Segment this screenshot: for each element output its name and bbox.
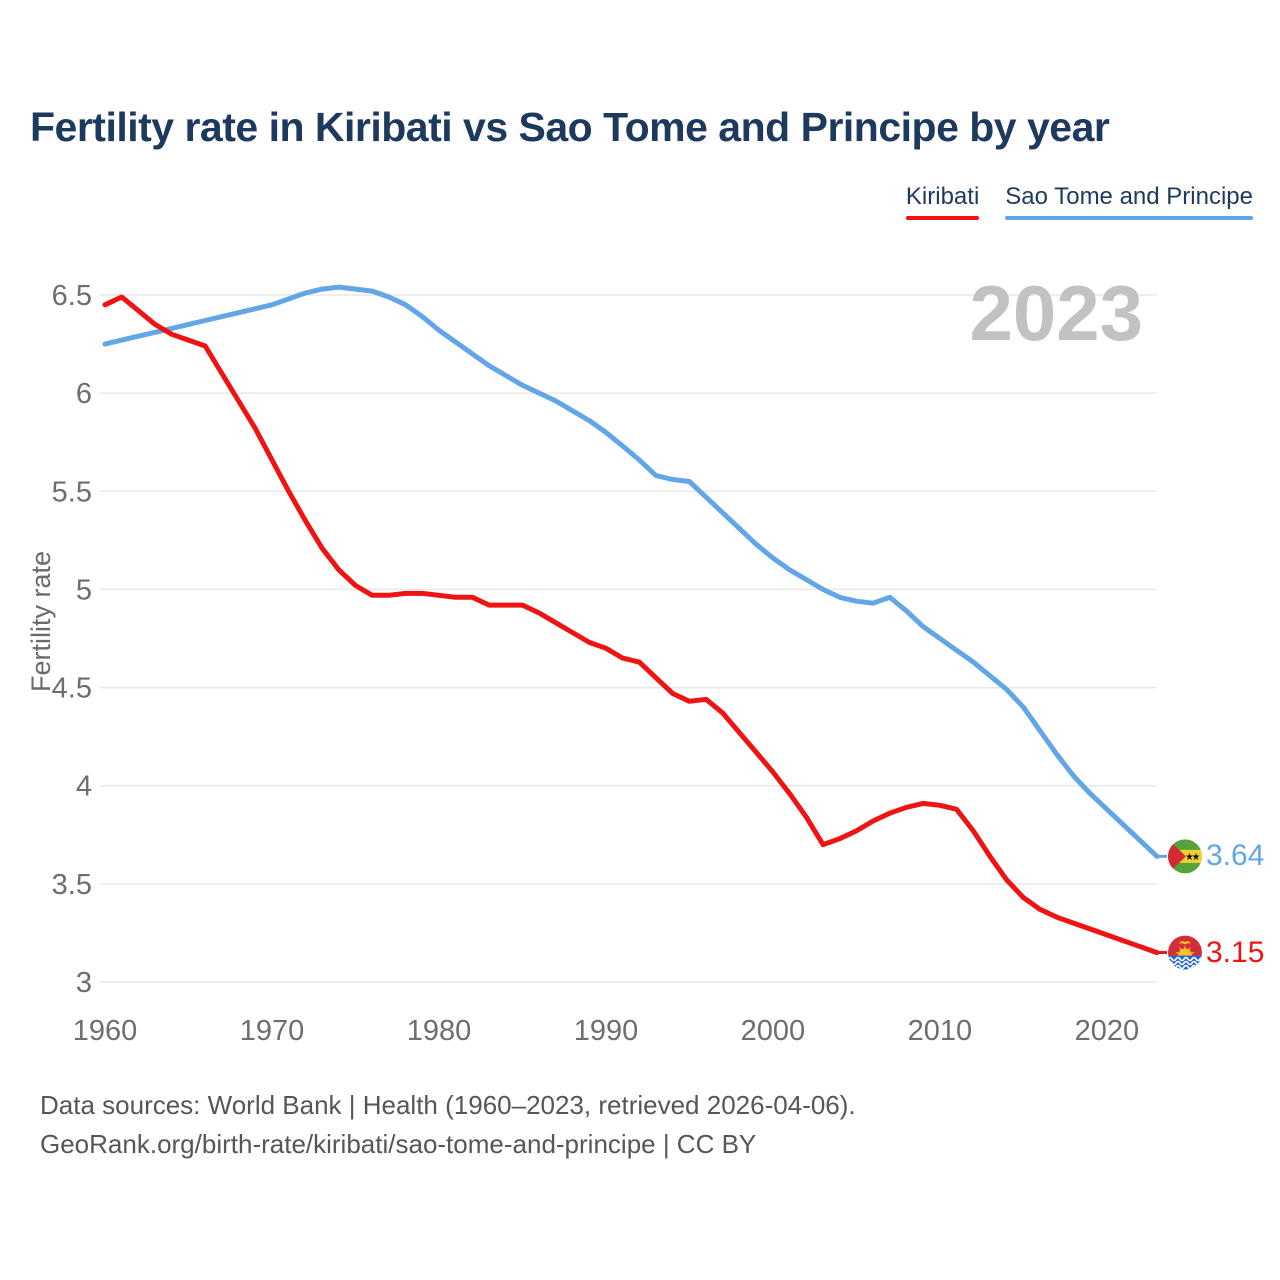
- stp-star: ★: [1192, 852, 1201, 863]
- x-tick-label-2010: 2010: [908, 1015, 973, 1047]
- legend-label-kiribati: Kiribati: [905, 183, 980, 210]
- kir-sun-ray: [1175, 951, 1179, 954]
- legend-item-sao-tome[interactable]: Sao Tome and Principe: [1005, 183, 1253, 220]
- y-tick-label-6: 6: [76, 378, 92, 410]
- x-tick-label-2000: 2000: [741, 1015, 806, 1047]
- kiribati-flag-icon: [1168, 935, 1202, 970]
- y-tick-label-5.5: 5.5: [52, 476, 92, 508]
- x-tick-label-1960: 1960: [73, 1015, 138, 1047]
- y-tick-label-3.5: 3.5: [52, 869, 92, 901]
- x-tick-label-2020: 2020: [1075, 1015, 1140, 1047]
- chart-legend: Kiribati Sao Tome and Principe: [905, 183, 1253, 220]
- kir-sun-ray: [1184, 945, 1186, 949]
- year-watermark: 2023: [969, 269, 1143, 357]
- kir-frigatebird: [1179, 941, 1191, 945]
- page-title: Fertility rate in Kiribati vs Sao Tome a…: [30, 104, 1110, 150]
- footer-attribution-line: GeoRank.org/birth-rate/kiribati/sao-tome…: [40, 1129, 757, 1159]
- legend-underline-kiribati: [905, 216, 980, 220]
- kiribati-end-value-label: 3.15: [1206, 935, 1265, 969]
- sao-tome-end-value-label: 3.64: [1206, 839, 1265, 873]
- legend-item-kiribati[interactable]: Kiribati: [905, 183, 980, 220]
- y-tick-label-5: 5: [76, 574, 92, 606]
- kir-wave: [1168, 956, 1202, 962]
- stp-star: ★: [1185, 852, 1194, 863]
- y-tick-label-6.5: 6.5: [52, 280, 92, 312]
- series-line-kiribati: [102, 294, 1160, 956]
- y-tick-label-4.5: 4.5: [52, 673, 92, 705]
- series-line-sao-tome-and-principe: [102, 284, 1160, 859]
- stp-red-triangle: [1168, 839, 1186, 874]
- x-tick-label-1980: 1980: [407, 1015, 472, 1047]
- kir-sun: [1178, 948, 1192, 956]
- kir-sun-ray: [1178, 946, 1182, 951]
- kir-sun-ray: [1191, 951, 1195, 954]
- y-tick-label-3: 3: [76, 967, 92, 999]
- footer: Data sources: World Bank | Health (1960–…: [40, 1086, 856, 1164]
- y-tick-label-4: 4: [76, 771, 92, 803]
- footer-data-sources-line: Data sources: World Bank | Health (1960–…: [40, 1090, 856, 1120]
- x-tick-label-1990: 1990: [574, 1015, 639, 1047]
- x-tick-label-1970: 1970: [240, 1015, 305, 1047]
- legend-underline-sao-tome: [1005, 216, 1253, 220]
- sao-tome-flag-icon: ★★: [1168, 839, 1202, 874]
- legend-label-sao-tome: Sao Tome and Principe: [1005, 183, 1253, 210]
- kir-sun-ray: [1188, 946, 1192, 951]
